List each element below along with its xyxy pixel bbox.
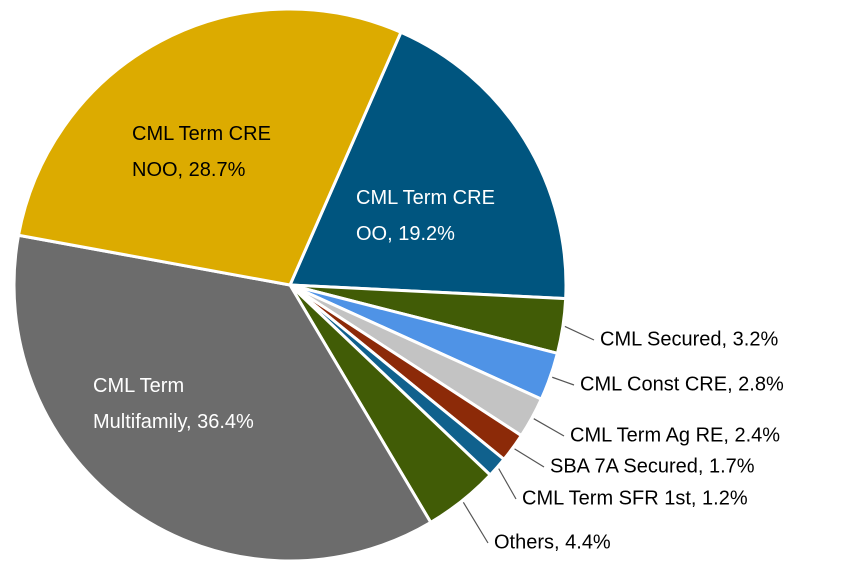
pie-slice [16,7,403,287]
slice-label-box: CML Term Multifamily, 36.4% [93,375,254,433]
leader-line [564,325,595,341]
leader-line [533,418,565,437]
pie-slice [12,233,433,563]
slice-label: CML Term CRE NOO, 28.7% [132,123,271,181]
slice-label: CML Const CRE, 2.8% [580,373,784,395]
slice-label: CML Term CRE OO, 19.2% [356,187,495,245]
slice-label-box: CML Term CRE OO, 19.2% [356,187,495,245]
slice-label-box: CML Term CRE NOO, 28.7% [132,123,271,181]
slice-label: SBA 7A Secured, 1.7% [550,455,755,477]
leader-line [552,376,575,386]
slice-label: CML Term Multifamily, 36.4% [93,375,254,433]
leader-line [498,468,517,500]
slice-label: CML Term Ag RE, 2.4% [570,424,780,446]
slice-label: Others, 4.4% [494,531,611,553]
pie-slice [287,30,568,301]
slice-label: CML Term SFR 1st, 1.2% [522,487,748,509]
slice-label: CML Secured, 3.2% [600,328,778,350]
leader-line [514,448,545,468]
leader-line [462,502,489,544]
